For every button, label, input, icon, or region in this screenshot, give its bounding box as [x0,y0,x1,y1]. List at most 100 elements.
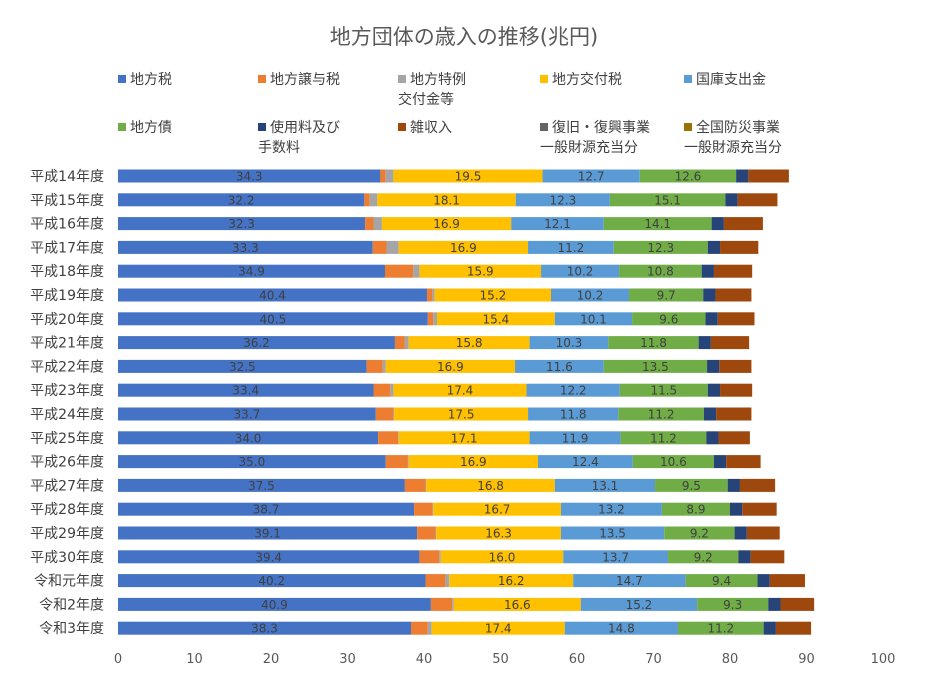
bar-area: 34.3 19.5 12.7 12.6 32.2 18.1 12.3 15.1 32.3 16.9… [118,169,815,636]
bar-segment [730,502,743,516]
data-label: 9.7 [657,289,676,303]
x-tick-label: 50 [492,652,509,667]
bar-segment [375,407,394,421]
bar-segment [366,359,383,373]
category-label: 平成24年度 [30,407,104,423]
data-label: 13.1 [592,479,619,493]
bar-segment [382,359,386,373]
bar-segment [563,550,669,564]
data-label: 12.4 [572,455,599,469]
bar-segment [718,431,750,445]
bar-segment [439,550,441,564]
bar-segment [564,621,678,635]
category-label: 平成14年度 [30,169,104,185]
bar-segment [413,264,420,278]
bar-segment [410,621,428,635]
x-tick-label: 0 [114,652,122,667]
bar-segment [118,574,426,588]
bar-segment [529,431,621,445]
legend-label: 地方債 [130,120,172,136]
bar-segment [677,621,764,635]
data-label: 13.5 [642,360,669,374]
bar-segment [118,550,420,564]
data-label: 11.5 [650,384,677,398]
bar-segment [537,455,633,469]
data-label: 10.1 [580,312,607,326]
bar-segment [414,502,433,516]
data-label: 16.9 [450,241,477,255]
legend-label: 全国防災事業一般財源充当分 [684,119,782,156]
category-label: 平成23年度 [30,383,104,399]
data-label: 38.7 [253,503,280,517]
category-label: 平成25年度 [30,431,104,447]
data-label: 9.2 [690,527,709,541]
bar-segment [364,193,370,207]
legend-label: 雑収入 [410,120,452,136]
data-label: 12.3 [549,193,576,207]
bar-segment [528,407,619,421]
bar-segment [726,455,761,469]
bar-segment [118,217,366,231]
data-label: 14.1 [644,217,671,231]
bar-segment [775,621,812,635]
data-label: 15.9 [467,265,494,279]
bar-segment [515,193,610,207]
category-label: 平成18年度 [30,264,104,280]
bar-segment [118,383,374,397]
data-label: 16.7 [484,503,511,517]
data-label: 16.3 [485,527,512,541]
bar-segment [750,550,785,564]
bar-segment [394,407,529,421]
bar-segment [118,597,431,611]
bar-segment [393,407,395,421]
data-label: 9.4 [712,574,731,588]
bar-segment [727,478,740,492]
bar-segment [713,455,727,469]
data-label: 14.8 [608,622,635,636]
value-axis: 0 10 20 30 40 50 60 70 80 90 100 [114,652,896,667]
bar-segment [380,169,386,183]
data-label: 16.9 [433,217,460,231]
bar-segment [365,217,374,231]
data-label: 40.2 [258,574,285,588]
data-label: 39.4 [255,550,282,564]
data-label: 16.9 [460,455,487,469]
x-tick-label: 90 [798,652,815,667]
bar-segment [373,217,382,231]
data-label: 40.4 [259,289,286,303]
bar-segment [720,240,759,254]
bar-segment [737,193,778,207]
bar-segment [385,455,408,469]
category-label: 平成26年度 [30,455,104,471]
legend-swatch [540,123,548,131]
data-label: 11.8 [640,336,667,350]
data-label: 11.2 [650,431,677,445]
bar-segment [707,240,721,254]
bar-segment [407,455,409,469]
data-label: 35.0 [239,455,266,469]
legend-label: 地方交付税 [552,71,622,88]
bar-segment [703,407,717,421]
bar-segment [526,383,620,397]
data-label: 17.1 [451,431,478,445]
data-label: 16.8 [477,479,504,493]
bar-segment [393,383,527,397]
bar-segment [542,169,640,183]
category-label: 平成28年度 [30,502,104,518]
data-label: 11.8 [560,408,587,422]
bar-segment [385,169,394,183]
bar-segment [453,597,581,611]
data-label: 12.6 [675,170,702,184]
bar-segment [386,240,399,254]
data-label: 40.9 [261,598,288,612]
bar-segment [739,478,776,492]
legend-label: 地方譲与税 [270,72,340,88]
data-label: 16.2 [498,574,525,588]
data-label: 13.7 [602,550,629,564]
legend-swatch [684,123,692,131]
data-label: 15.2 [626,598,653,612]
legend-swatch [118,75,126,83]
data-label: 33.4 [232,384,259,398]
data-label: 14.7 [616,574,643,588]
bar-segment [408,336,530,350]
